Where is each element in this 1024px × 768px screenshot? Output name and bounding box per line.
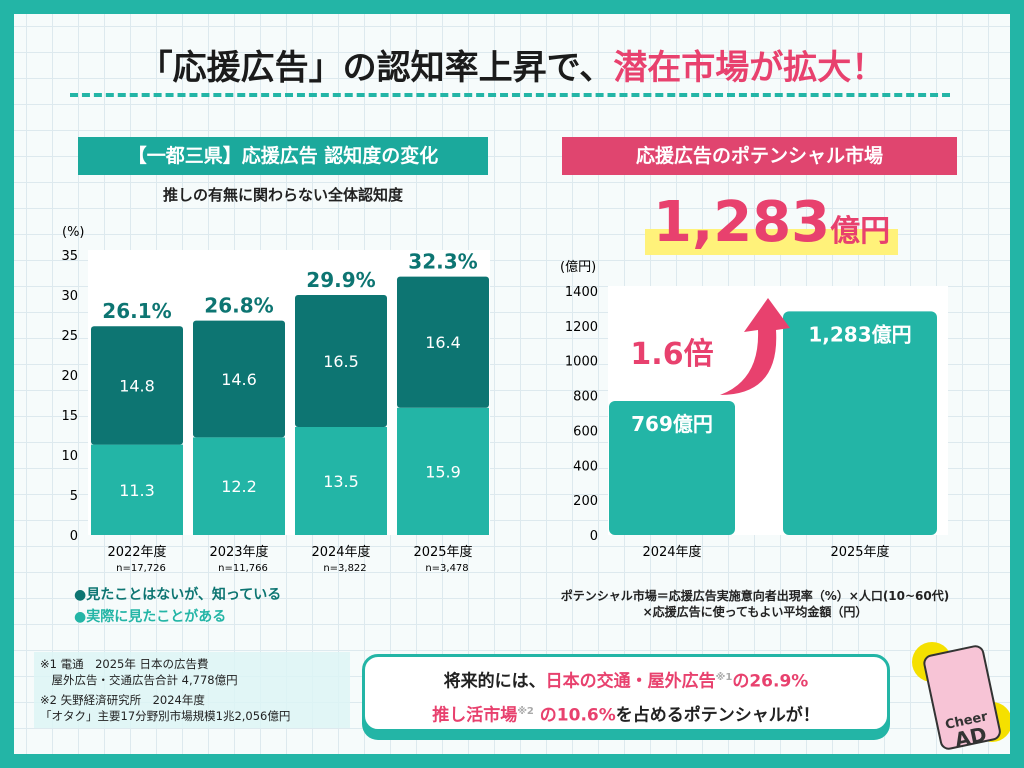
- headline-number: 1,283: [653, 190, 831, 255]
- total-label: 26.8%: [204, 294, 273, 318]
- bar: [783, 311, 937, 535]
- callout-text: を占めるポテンシャルが！: [615, 705, 820, 726]
- callout: 将来的には、日本の交通・屋外広告※1の26.9% 推し活市場※2 の10.6%を…: [362, 654, 890, 732]
- callout-text: の26.9%: [732, 671, 809, 692]
- total-label: 26.1%: [102, 299, 171, 323]
- legend-seen: ●実際に見たことがある: [74, 609, 227, 625]
- title-part2: 潜在市場が拡大！: [613, 48, 886, 88]
- y-tick-label: 1000: [565, 355, 598, 370]
- y-axis-label: (%): [62, 225, 85, 240]
- left-subtitle: 推しの有無に関わらない全体認知度: [162, 186, 403, 204]
- x-tick-label: 2024年度: [642, 544, 701, 560]
- bar-segment: [397, 276, 489, 408]
- note: 屋外広告・交通広告合計 4,778億円: [40, 673, 238, 687]
- x-tick-label: 2025年度: [830, 544, 889, 560]
- total-label: 32.3%: [408, 250, 477, 274]
- y-tick-label: 800: [573, 390, 598, 405]
- legend-known: ●見たことはないが、知っている: [74, 587, 282, 603]
- bar-value-label: 14.6: [221, 370, 257, 389]
- sample-size: n=11,766: [218, 563, 268, 574]
- bar-value-label: 1,283億円: [808, 322, 911, 346]
- callout-text: の10.6%: [533, 705, 616, 726]
- bar-segment: [295, 295, 387, 427]
- y-tick-label: 200: [573, 494, 598, 509]
- formula-line1: ポテンシャル市場＝応援広告実施意向者出現率（%）×人口(10~60代): [560, 589, 950, 603]
- title-part1: 「応援広告」の認知率上昇で、: [138, 48, 614, 88]
- bar-value-label: 769億円: [631, 412, 713, 436]
- sample-size: n=3,478: [425, 563, 468, 574]
- y-axis-label: (億円): [560, 259, 596, 275]
- x-tick-label: 2025年度: [413, 544, 472, 560]
- sample-size: n=3,822: [323, 563, 366, 574]
- bar-segment: [193, 437, 285, 535]
- bar-value-label: 15.9: [425, 462, 461, 481]
- up-arrow-icon: [720, 298, 790, 395]
- footnote-ref: ※1: [715, 672, 733, 683]
- y-tick-label: 35: [61, 249, 78, 264]
- y-tick-label: 0: [70, 529, 78, 544]
- bar-segment: [91, 326, 183, 445]
- charts: (%) 0 5 10 15 20 25 30 35 11.3 14.8 26.1% 2022年度 n=17…: [61, 225, 937, 574]
- headline-unit: 億円: [830, 214, 891, 249]
- total-label: 29.9%: [306, 268, 375, 292]
- y-tick-label: 1200: [565, 320, 598, 335]
- cheer-ad-logo: Cheer AD: [912, 642, 1010, 752]
- sample-size: n=17,726: [116, 563, 166, 574]
- bar: [609, 400, 735, 535]
- bar-segment: [193, 320, 285, 438]
- bar-segment: [91, 444, 183, 535]
- multiplier-label: 1.6倍: [630, 337, 713, 372]
- callout-text: 日本の交通・屋外広告: [545, 671, 716, 692]
- y-tick-label: 5: [70, 489, 78, 504]
- callout-text: 推し活市場: [432, 705, 518, 726]
- headline-value: 1,283億円: [645, 190, 899, 255]
- y-tick-label: 15: [61, 409, 78, 424]
- y-tick-label: 1400: [565, 285, 598, 300]
- y-tick-label: 20: [61, 369, 78, 384]
- x-tick-label: 2022年度: [107, 544, 166, 560]
- left-header: 【一都三県】応援広告 認知度の変化: [78, 137, 488, 175]
- note: 「オタク」主要17分野別市場規模1兆2,056億円: [40, 709, 291, 723]
- bar-value-label: 11.3: [119, 481, 155, 500]
- right-header: 応援広告のポテンシャル市場: [562, 137, 957, 175]
- formula-line2: ×応援広告に使ってもよい平均金額（円）: [642, 605, 868, 619]
- y-tick-label: 30: [61, 289, 78, 304]
- y-tick-label: 10: [61, 449, 78, 464]
- x-tick-label: 2024年度: [311, 544, 370, 560]
- y-tick-label: 0: [590, 529, 598, 544]
- bar-value-label: 16.4: [425, 333, 461, 352]
- bar-value-label: 14.8: [119, 376, 155, 395]
- bar-segment: [295, 427, 387, 535]
- bar-value-label: 13.5: [323, 472, 359, 491]
- note: ※1 電通 2025年 日本の広告費: [40, 657, 209, 671]
- x-tick-label: 2023年度: [209, 544, 268, 560]
- formula: ポテンシャル市場＝応援広告実施意向者出現率（%）×人口(10~60代) ×応援広告…: [520, 588, 990, 620]
- footnotes: ※1 電通 2025年 日本の広告費 屋外広告・交通広告合計 4,778億円 ※…: [34, 652, 350, 728]
- callout-text: 将来的には、: [443, 671, 546, 692]
- footnote-ref: ※2: [517, 705, 534, 717]
- bar-value-label: 16.5: [323, 352, 359, 371]
- divider: [70, 93, 950, 97]
- bar-value-label: 12.2: [221, 477, 257, 496]
- y-tick-label: 600: [573, 424, 598, 439]
- svg-text:AD: AD: [952, 722, 988, 752]
- note: ※2 矢野経済研究所 2024年度: [40, 693, 205, 707]
- y-tick-label: 400: [573, 459, 598, 474]
- bar-segment: [397, 407, 489, 535]
- page-title: 「応援広告」の認知率上昇で、潜在市場が拡大！: [0, 40, 1024, 89]
- y-tick-label: 25: [61, 329, 78, 344]
